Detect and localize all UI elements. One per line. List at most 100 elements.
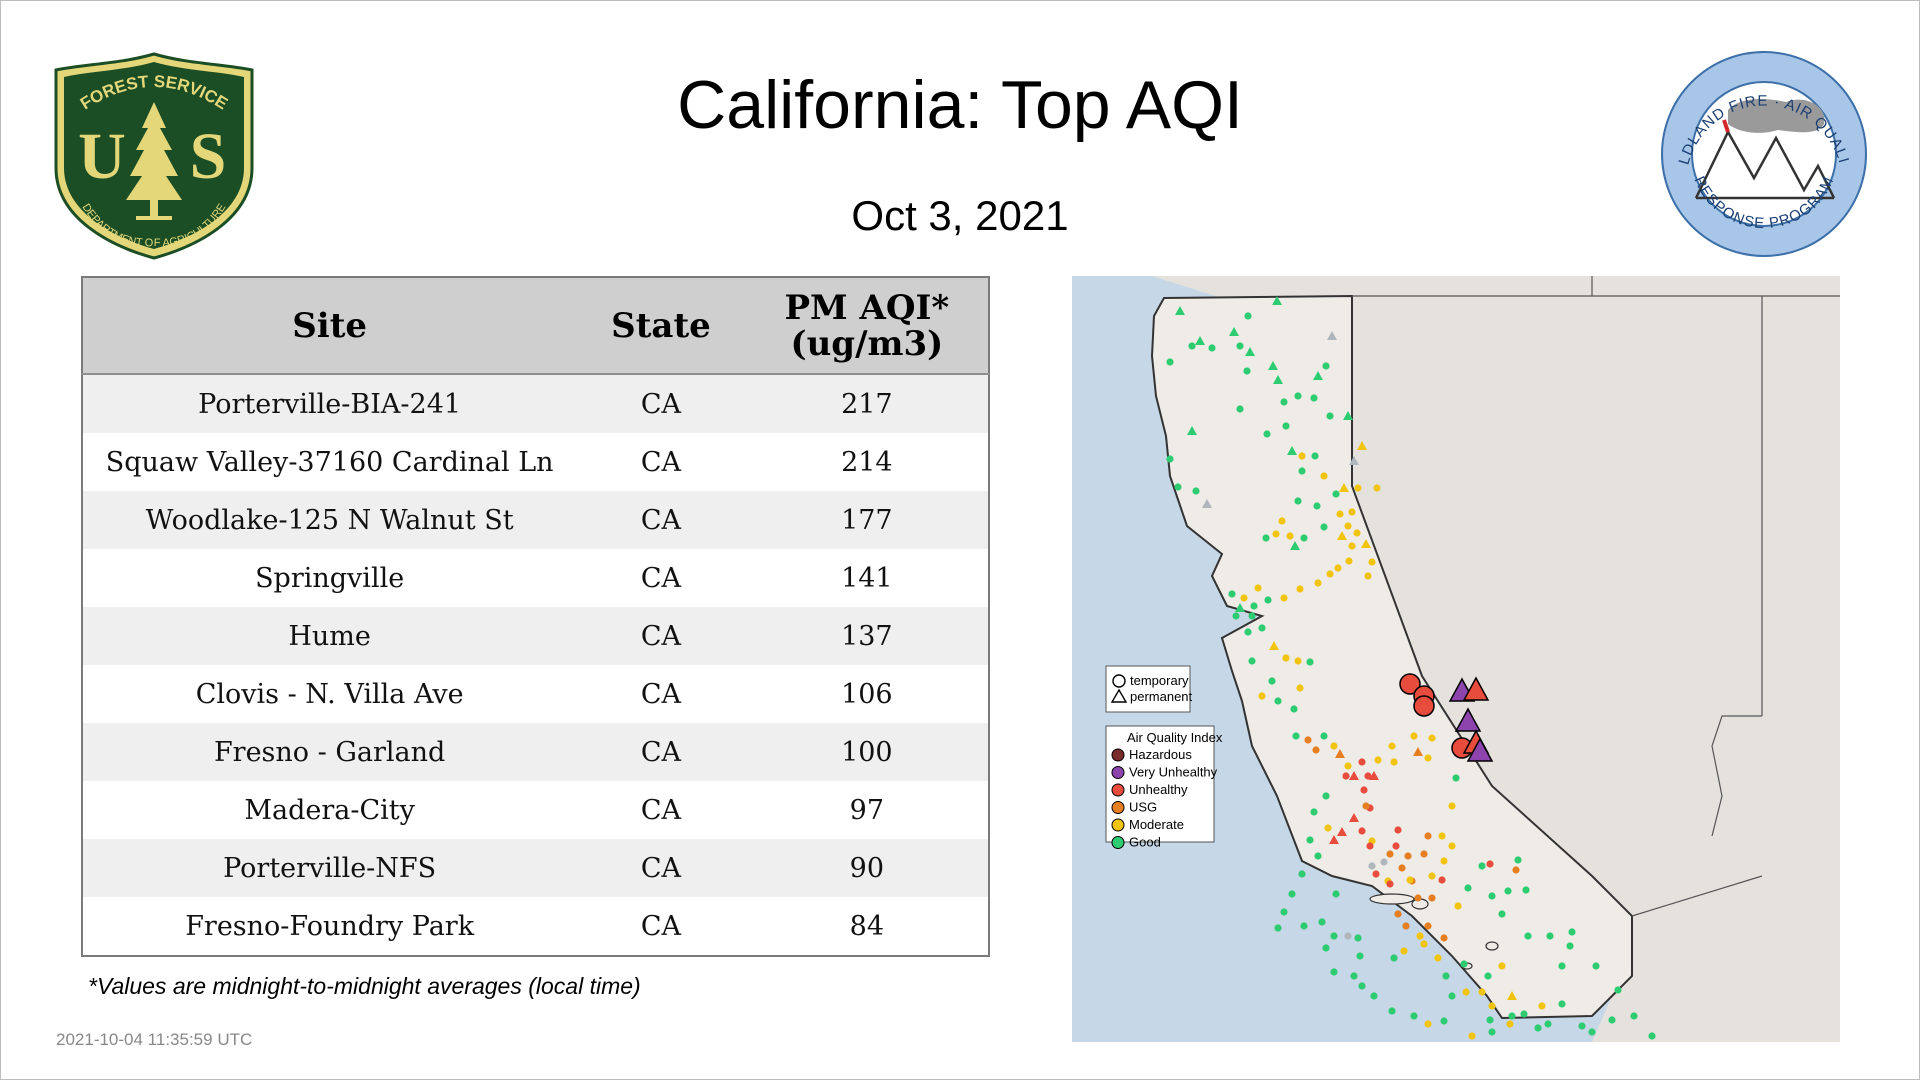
- permanent-monitor-marker: [1245, 347, 1255, 356]
- temporary-monitor-marker: [1520, 1010, 1528, 1018]
- permanent-monitor-marker: [1349, 771, 1359, 780]
- permanent-monitor-marker: [1337, 531, 1347, 540]
- temporary-monitor-marker: [1358, 827, 1366, 835]
- temporary-monitor-marker: [1578, 1022, 1586, 1030]
- temporary-monitor-marker: [1413, 695, 1435, 717]
- temporary-monitor-marker: [1380, 858, 1388, 866]
- temporary-monitor-marker: [1263, 430, 1271, 438]
- table-row: Woodlake-125 N Walnut St CA 177: [82, 491, 989, 549]
- temporary-monitor-marker: [1414, 894, 1422, 902]
- column-header-site: Site: [82, 277, 577, 375]
- temporary-monitor-marker: [1232, 612, 1240, 620]
- temporary-monitor-marker: [1608, 1016, 1616, 1024]
- column-header-aqi: PM AQI* (ug/m3): [745, 277, 989, 375]
- permanent-monitor-marker: [1329, 835, 1339, 844]
- generated-timestamp: 2021-10-04 11:35:59 UTC: [56, 1030, 253, 1049]
- table-header-row: Site State PM AQI* (ug/m3): [82, 277, 989, 375]
- temporary-monitor-marker: [1404, 852, 1412, 860]
- cell-state: CA: [640, 562, 682, 594]
- column-header-aqi-line1: PM AQI*: [784, 287, 950, 328]
- table-row: Madera-City CA 97: [82, 781, 989, 839]
- cell-aqi: 217: [841, 388, 893, 420]
- temporary-monitor-marker: [1522, 886, 1530, 894]
- cell-state: CA: [640, 678, 682, 710]
- temporary-monitor-marker: [1298, 467, 1306, 475]
- temporary-monitor-marker: [1394, 910, 1402, 918]
- temporary-monitor-marker: [1468, 1032, 1476, 1040]
- temporary-monitor-marker: [1310, 808, 1318, 816]
- temporary-monitor-marker: [1488, 892, 1496, 900]
- permanent-monitor-marker: [1187, 426, 1197, 435]
- temporary-monitor-marker: [1322, 362, 1330, 370]
- cell-site: Springville: [255, 562, 405, 594]
- temporary-monitor-marker: [1356, 952, 1364, 960]
- temporary-monitor-marker: [1318, 918, 1326, 926]
- temporary-monitor-marker: [1310, 394, 1318, 402]
- temporary-monitor-marker: [1320, 523, 1328, 531]
- temporary-monitor-marker: [1298, 452, 1306, 460]
- temporary-monitor-marker: [1280, 908, 1288, 916]
- neighbor-states-land: [1152, 276, 1840, 1042]
- temporary-monitor-marker: [1394, 826, 1402, 834]
- temporary-monitor-marker: [1192, 487, 1200, 495]
- cell-state: CA: [640, 504, 682, 536]
- temporary-monitor-marker: [1254, 584, 1262, 592]
- temporary-monitor-marker: [1448, 992, 1456, 1000]
- permanent-monitor-marker: [1413, 747, 1423, 756]
- temporary-monitor-marker: [1366, 842, 1374, 850]
- temporary-monitor-marker: [1428, 894, 1436, 902]
- permanent-monitor-marker: [1369, 771, 1379, 780]
- temporary-monitor-marker: [1424, 832, 1432, 840]
- aqi-legend: Air Quality Index Hazardous Very Unhealth…: [1105, 725, 1223, 850]
- temporary-monitor-marker: [1406, 876, 1414, 884]
- temporary-monitor-marker: [1454, 902, 1462, 910]
- pine-tree-icon: [126, 102, 182, 220]
- temporary-monitor-marker: [1486, 860, 1494, 868]
- table-row: Springville CA 141: [82, 549, 989, 607]
- temporary-monitor-marker: [1311, 452, 1319, 460]
- forest-service-logo: FOREST SERVICE U S DEPARTMENT OF AGRICUL…: [54, 52, 254, 260]
- temporary-monitor-marker: [1478, 862, 1486, 870]
- temporary-monitor-marker: [1364, 772, 1372, 780]
- permanent-monitor-marker: [1462, 676, 1490, 701]
- temporary-monitor-marker: [1368, 862, 1376, 870]
- temporary-monitor-marker: [1300, 534, 1308, 542]
- cell-site: Porterville-BIA-241: [198, 388, 462, 420]
- temporary-monitor-marker: [1364, 572, 1372, 580]
- temporary-monitor-marker: [1294, 497, 1302, 505]
- temporary-monitor-marker: [1236, 405, 1244, 413]
- temporary-monitor-marker: [1534, 1024, 1542, 1032]
- temporary-monitor-marker: [1354, 934, 1362, 942]
- california-aqi-map: temporary permanent Air Quality Index Ha…: [1072, 276, 1840, 1042]
- temporary-monitor-marker: [1166, 455, 1174, 463]
- temporary-monitor-marker: [1524, 932, 1532, 940]
- temporary-monitor-marker: [1442, 972, 1450, 980]
- temporary-monitor-marker: [1546, 932, 1554, 940]
- cell-aqi: 214: [841, 446, 893, 478]
- temporary-monitor-marker: [1336, 510, 1344, 518]
- temporary-monitor-marker: [1398, 864, 1406, 872]
- legend-label: Moderate: [1129, 817, 1184, 832]
- legend-swatch-unhealthy: [1111, 783, 1125, 797]
- temporary-monitor-marker: [1630, 1012, 1638, 1020]
- temporary-monitor-marker: [1566, 942, 1574, 950]
- temporary-monitor-marker: [1358, 758, 1366, 766]
- temporary-monitor-marker: [1286, 532, 1294, 540]
- temporary-monitor-marker: [1372, 870, 1380, 878]
- temporary-monitor-marker: [1374, 756, 1382, 764]
- legend-swatch-very-unhealthy: [1111, 766, 1125, 779]
- temporary-monitor-marker: [1294, 657, 1302, 665]
- permanent-monitor-marker: [1229, 327, 1239, 336]
- temporary-monitor-marker: [1588, 1028, 1596, 1036]
- temporary-monitor-marker: [1248, 657, 1256, 665]
- legend-swatch-moderate: [1111, 818, 1125, 832]
- temporary-monitor-marker: [1332, 490, 1340, 498]
- legend-label: USG: [1129, 800, 1157, 815]
- temporary-monitor-marker: [1258, 624, 1266, 632]
- cell-state: CA: [640, 910, 682, 942]
- cell-site: Hume: [288, 620, 371, 652]
- table-row: Porterville-NFS CA 90: [82, 839, 989, 897]
- temporary-monitor-marker: [1350, 972, 1358, 980]
- cell-state: CA: [640, 620, 682, 652]
- temporary-monitor-marker: [1345, 557, 1353, 565]
